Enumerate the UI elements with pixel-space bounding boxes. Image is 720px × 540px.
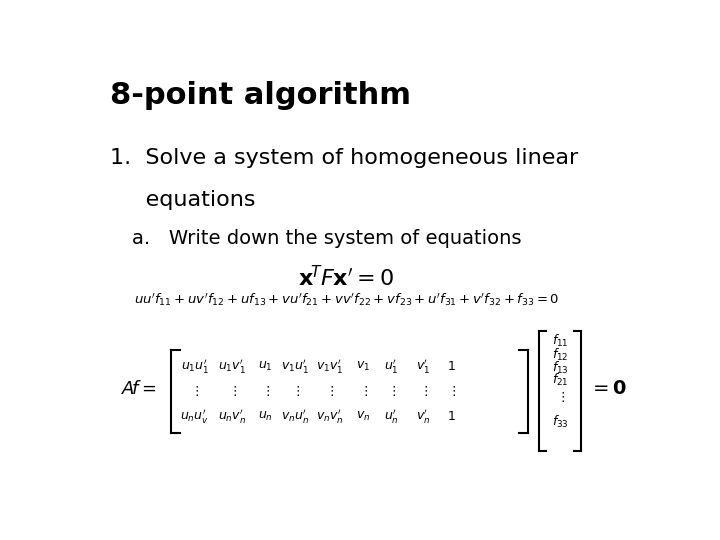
Text: $\vdots$: $\vdots$ [419,384,428,398]
Text: $v_1 u_1'$: $v_1 u_1'$ [282,357,310,375]
Text: $=\mathbf{0}$: $=\mathbf{0}$ [590,380,628,398]
Text: $f_{13}$: $f_{13}$ [552,360,569,375]
Text: $1$: $1$ [447,360,456,373]
Text: $\vdots$: $\vdots$ [359,384,368,398]
Text: $v_n v_n'$: $v_n v_n'$ [316,407,343,425]
Text: $uu'f_{11} + uv'f_{12} + uf_{13} + vu'f_{21} + vv'f_{22} + vf_{23} + u'f_{31} + : $uu'f_{11} + uv'f_{12} + uf_{13} + vu'f_… [134,292,559,308]
Text: $\vdots$: $\vdots$ [191,384,199,398]
Text: $\vdots$: $\vdots$ [556,390,564,404]
Text: 1.  Solve a system of homogeneous linear: 1. Solve a system of homogeneous linear [109,148,577,168]
Text: $v_1'$: $v_1'$ [416,357,430,375]
Text: 8-point algorithm: 8-point algorithm [109,82,410,111]
Text: $\vdots$: $\vdots$ [291,384,300,398]
Text: $f_{12}$: $f_{12}$ [552,347,569,363]
Text: $\vdots$: $\vdots$ [325,384,334,398]
Text: $u_1'$: $u_1'$ [384,357,399,375]
Text: $u_n'$: $u_n'$ [384,407,399,425]
Text: $\vdots$: $\vdots$ [447,384,456,398]
Text: $u_1 u_1'$: $u_1 u_1'$ [181,357,209,375]
Text: $u_1$: $u_1$ [258,360,273,373]
Text: $\vdots$: $\vdots$ [261,384,270,398]
Text: $f_{21}$: $f_{21}$ [552,372,569,388]
Text: $u_1 v_1'$: $u_1 v_1'$ [218,357,246,375]
Text: $u_n v_n'$: $u_n v_n'$ [218,407,246,425]
Text: $v_1$: $v_1$ [356,360,371,373]
Text: $v_n u_n'$: $v_n u_n'$ [282,407,310,425]
Text: $f_{33}$: $f_{33}$ [552,414,569,430]
Text: $\vdots$: $\vdots$ [387,384,396,398]
Text: $v_n$: $v_n$ [356,410,371,423]
Text: a.   Write down the system of equations: a. Write down the system of equations [132,229,521,248]
Text: equations: equations [109,190,255,210]
Text: $f_{11}$: $f_{11}$ [552,333,569,349]
Text: $v_n'$: $v_n'$ [416,407,431,425]
Text: $u_n u_v'$: $u_n u_v'$ [181,407,210,425]
Text: $v_1 v_1'$: $v_1 v_1'$ [316,357,343,375]
Text: $1$: $1$ [447,410,456,423]
Text: $\vdots$: $\vdots$ [228,384,237,398]
Text: $A\!f =$: $A\!f =$ [121,380,156,398]
Text: $\mathbf{x}^{\!\mathit{T}} F \mathbf{x}^{\prime} = 0$: $\mathbf{x}^{\!\mathit{T}} F \mathbf{x}^… [299,266,395,292]
Text: $u_n$: $u_n$ [258,410,273,423]
